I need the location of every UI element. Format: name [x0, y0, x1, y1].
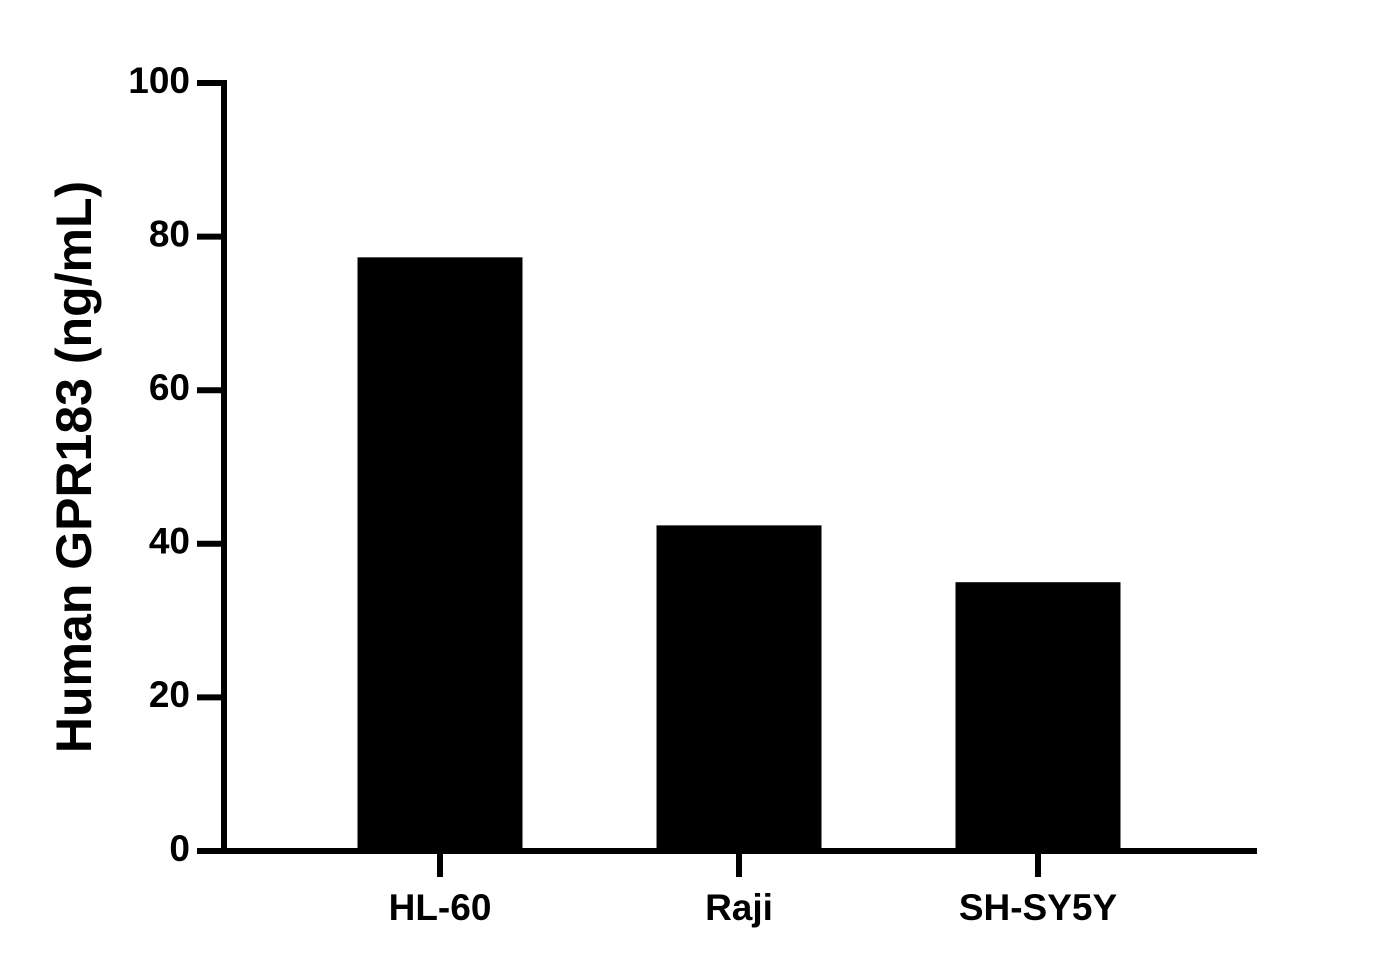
- y-tick-label: 0: [169, 828, 190, 869]
- y-tick-label: 40: [149, 521, 190, 562]
- bar: [955, 582, 1121, 851]
- y-tick-label: 60: [149, 367, 190, 408]
- y-tick-label: 100: [128, 60, 190, 101]
- bar: [357, 257, 523, 851]
- y-tick-label: 20: [149, 674, 190, 715]
- x-tick-label: Raji: [705, 887, 773, 928]
- x-tick-label: SH-SY5Y: [959, 887, 1118, 928]
- x-tick-label: HL-60: [389, 887, 492, 928]
- y-tick-label: 80: [149, 213, 190, 254]
- bar: [656, 525, 822, 851]
- y-axis-label: Human GPR183 (ng/mL): [46, 181, 102, 753]
